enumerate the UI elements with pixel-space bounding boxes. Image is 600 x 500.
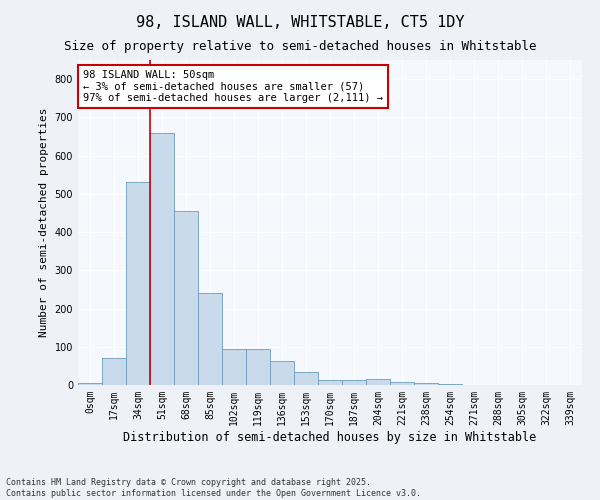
Bar: [438, 384, 462, 385]
Text: Contains HM Land Registry data © Crown copyright and database right 2025.
Contai: Contains HM Land Registry data © Crown c…: [6, 478, 421, 498]
Bar: [198, 293, 222, 385]
Bar: [150, 132, 174, 385]
Bar: [342, 380, 366, 385]
Bar: [174, 211, 198, 385]
X-axis label: Distribution of semi-detached houses by size in Whitstable: Distribution of semi-detached houses by …: [124, 430, 536, 444]
Bar: [414, 384, 438, 385]
Bar: [102, 358, 126, 385]
Bar: [294, 372, 318, 385]
Bar: [246, 350, 270, 385]
Bar: [78, 383, 102, 385]
Bar: [222, 350, 246, 385]
Text: Size of property relative to semi-detached houses in Whitstable: Size of property relative to semi-detach…: [64, 40, 536, 53]
Bar: [318, 380, 342, 385]
Bar: [390, 382, 414, 385]
Bar: [366, 380, 390, 385]
Text: 98, ISLAND WALL, WHITSTABLE, CT5 1DY: 98, ISLAND WALL, WHITSTABLE, CT5 1DY: [136, 15, 464, 30]
Bar: [270, 361, 294, 385]
Bar: [126, 182, 150, 385]
Text: 98 ISLAND WALL: 50sqm
← 3% of semi-detached houses are smaller (57)
97% of semi-: 98 ISLAND WALL: 50sqm ← 3% of semi-detac…: [83, 70, 383, 103]
Y-axis label: Number of semi-detached properties: Number of semi-detached properties: [39, 108, 49, 337]
